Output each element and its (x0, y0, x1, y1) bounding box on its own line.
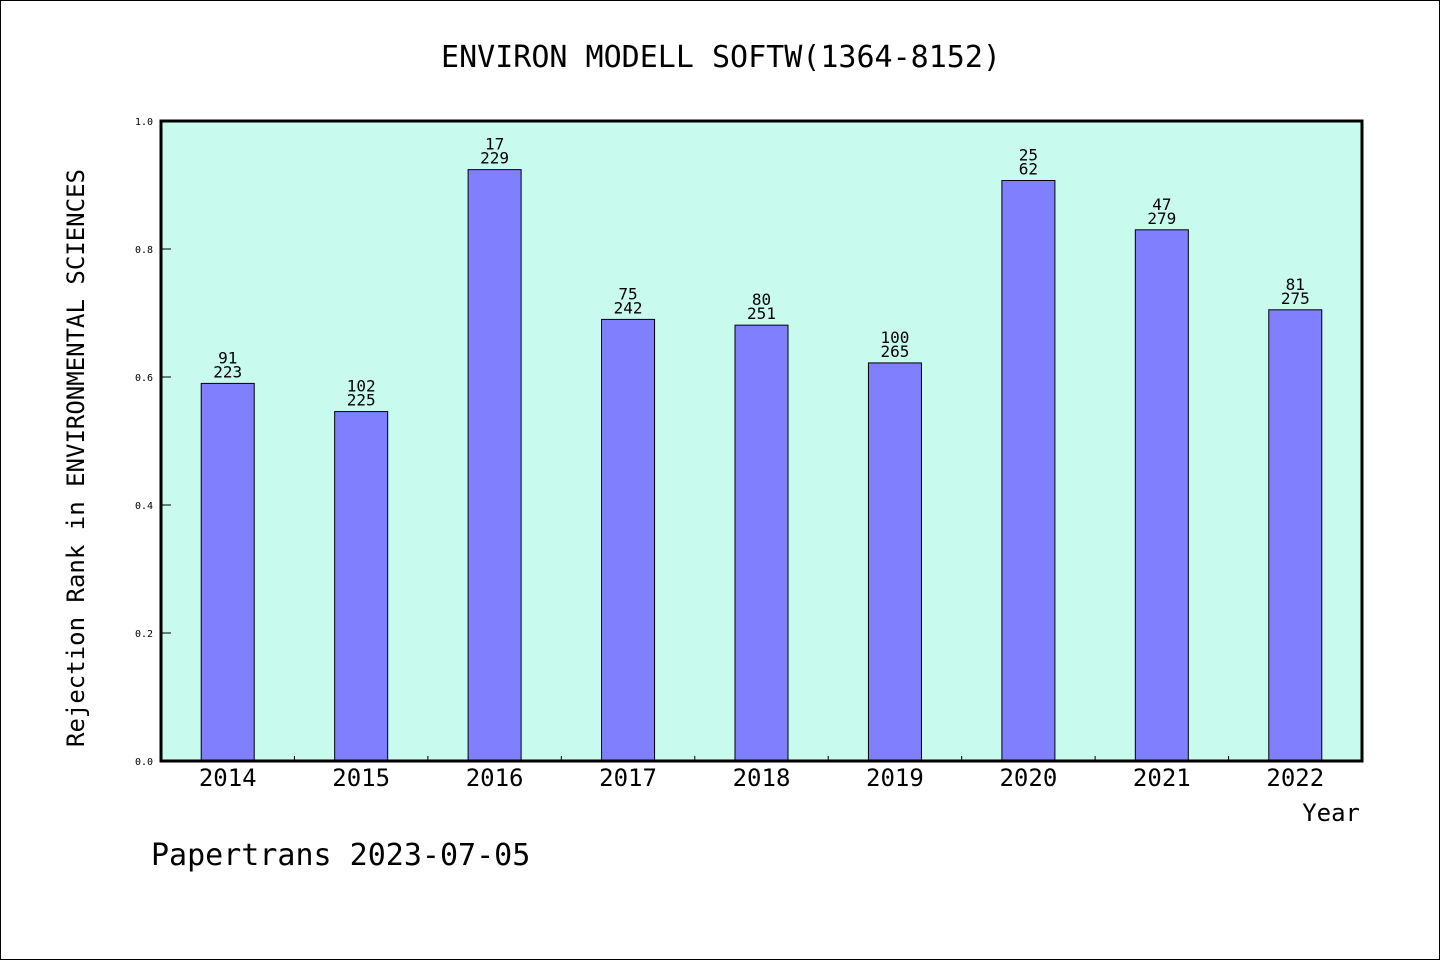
bar-total-label: 279 (1147, 209, 1176, 228)
bar-rank-label: 91 (218, 348, 237, 367)
bar-rank-label: 25 (1019, 146, 1038, 165)
x-axis: 2014 2015 2016 2017 2018 2019 2020 2021 2022 (199, 756, 1324, 792)
x-tick-label: 2019 (866, 764, 924, 792)
bar-total-label: 229 (480, 149, 509, 168)
y-tick-label: 0.0 (135, 757, 153, 768)
bar (334, 411, 389, 762)
bar-total-label: 225 (347, 391, 376, 410)
x-tick-label: 2022 (1266, 764, 1324, 792)
bar (734, 324, 789, 762)
plot-border (159, 119, 1364, 763)
bars-group (200, 169, 1323, 762)
bar-rank-label: 80 (752, 290, 771, 309)
y-tick-label: 0.2 (135, 629, 153, 640)
y-axis-label: Rejection Rank in ENVIRONMENTAL SCIENCES (62, 169, 90, 747)
footer-credit: Papertrans 2023-07-05 (151, 838, 530, 873)
bar-total-label: 265 (880, 342, 909, 361)
bar-rank-label: 81 (1286, 275, 1305, 294)
bar-rank-label: 102 (347, 377, 376, 396)
bar (1001, 180, 1056, 762)
bar (200, 382, 255, 762)
bar-total-label: 275 (1281, 289, 1310, 308)
x-tick-label: 2014 (199, 764, 257, 792)
bar (467, 169, 522, 762)
x-axis-label: Year (1302, 799, 1360, 827)
chart-title: ENVIRON MODELL SOFTW(1364-8152) (441, 40, 1001, 75)
x-tick-label: 2018 (733, 764, 791, 792)
x-tick-label: 2017 (599, 764, 657, 792)
bar (1268, 309, 1323, 762)
bar-rank-label: 100 (880, 328, 909, 347)
x-tick-label: 2020 (999, 764, 1057, 792)
bar-rank-label: 47 (1152, 195, 1171, 214)
bar-total-label: 62 (1019, 160, 1038, 179)
x-tick-label: 2016 (466, 764, 524, 792)
bar-rank-label: 75 (618, 284, 637, 303)
y-tick-label: 0.6 (135, 373, 153, 384)
bar-total-label: 242 (614, 298, 643, 317)
y-tick-label: 0.4 (135, 501, 153, 512)
bar-total-label: 223 (213, 362, 242, 381)
y-tick-label: 1.0 (135, 117, 153, 128)
x-tick-label: 2021 (1133, 764, 1191, 792)
bar (867, 362, 922, 762)
bar-total-label: 251 (747, 304, 776, 323)
bar-rank-label: 17 (485, 135, 504, 154)
y-tick-label: 0.8 (135, 245, 153, 256)
bar (1134, 229, 1189, 762)
bar (601, 318, 656, 762)
x-tick-label: 2015 (332, 764, 390, 792)
